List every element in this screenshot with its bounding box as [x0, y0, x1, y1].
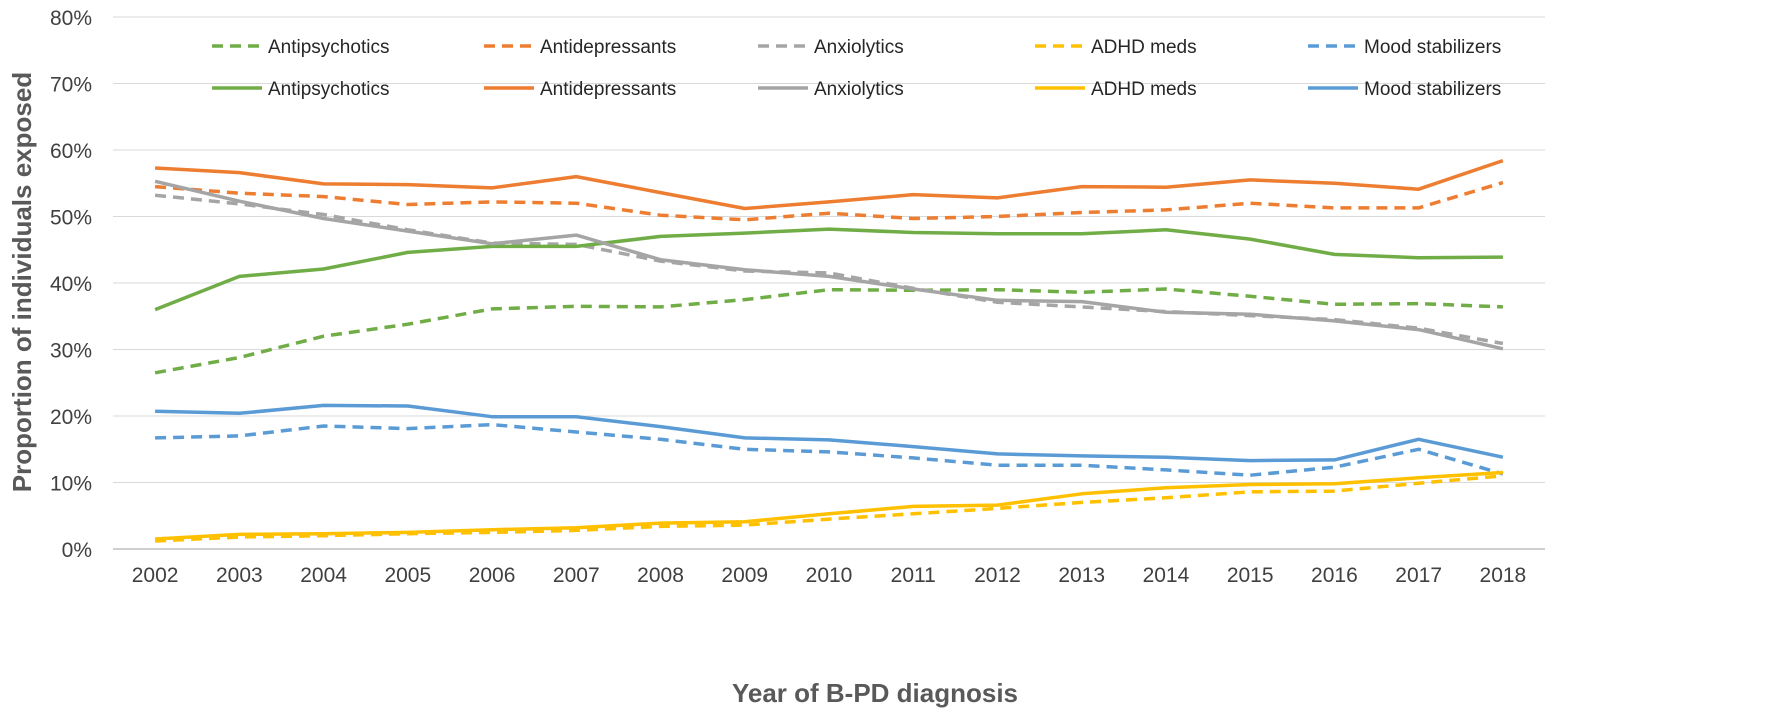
x-tick-label: 2013: [1058, 564, 1105, 587]
x-axis-ticks: 2002 2003 2004 2005 2006 2007 2008 2009 2010 2011…: [132, 564, 1526, 587]
y-axis-label: Proportion of individuals exposed: [7, 72, 37, 492]
y-tick-label: 60%: [50, 140, 92, 163]
x-tick-label: 2017: [1395, 564, 1442, 587]
x-tick-label: 2016: [1311, 564, 1358, 587]
x-tick-label: 2006: [469, 564, 516, 587]
y-tick-label: 80%: [50, 7, 92, 30]
series-line-dashed-antipsychotics: [154, 287, 1503, 375]
y-tick-label: 30%: [50, 340, 92, 363]
x-axis-label: Year of B-PD diagnosis: [732, 678, 1018, 708]
series-lines: [154, 158, 1504, 543]
x-tick-label: 2014: [1143, 564, 1190, 587]
series-line-solid-antidepressants: [155, 158, 1504, 211]
legend: Antipsychotics Antidepressants Anxiolytics…: [212, 37, 1501, 100]
x-tick-label: 2005: [384, 564, 431, 587]
legend-label: Antidepressants: [540, 79, 676, 100]
series-line-dashed-anxiolytics: [154, 193, 1504, 346]
series-line-dashed-antidepressants: [154, 180, 1504, 222]
x-tick-label: 2003: [216, 564, 263, 587]
series-line-solid-anxiolytics: [154, 179, 1504, 351]
x-tick-label: 2011: [891, 564, 936, 587]
y-tick-label: 50%: [50, 207, 92, 230]
gridlines: [113, 16, 1545, 550]
y-tick-label: 40%: [50, 273, 92, 296]
y-tick-label: 70%: [50, 74, 92, 97]
legend-label: ADHD meds: [1091, 79, 1197, 100]
y-tick-label: 10%: [50, 473, 92, 496]
x-tick-label: 2010: [806, 564, 853, 587]
legend-label: ADHD meds: [1091, 37, 1197, 58]
x-tick-label: 2004: [300, 564, 347, 587]
series-line-solid-adhd-meds: [155, 470, 1504, 541]
x-tick-label: 2015: [1227, 564, 1274, 587]
x-tick-label: 2008: [637, 564, 684, 587]
x-tick-label: 2018: [1480, 564, 1527, 587]
series-line-solid-mood-stabilizers: [155, 403, 1504, 463]
y-axis-ticks: 0% 10% 20% 30% 40% 50% 60% 70% 80%: [50, 7, 92, 562]
x-tick-label: 2007: [553, 564, 600, 587]
series-line-dashed-mood-stabilizers: [155, 422, 1504, 477]
legend-label: Anxiolytics: [814, 79, 904, 100]
x-tick-label: 2002: [132, 564, 179, 587]
legend-label: Mood stabilizers: [1364, 79, 1501, 100]
legend-label: Antidepressants: [540, 37, 676, 58]
legend-label: Mood stabilizers: [1364, 37, 1501, 58]
y-tick-label: 20%: [50, 406, 92, 429]
legend-label: Anxiolytics: [814, 37, 904, 58]
series-line-solid-antipsychotics: [154, 227, 1503, 312]
legend-label: Antipsychotics: [268, 37, 389, 58]
x-tick-label: 2012: [974, 564, 1021, 587]
x-tick-label: 2009: [721, 564, 768, 587]
y-tick-label: 0%: [62, 539, 92, 562]
legend-label: Antipsychotics: [268, 79, 389, 100]
